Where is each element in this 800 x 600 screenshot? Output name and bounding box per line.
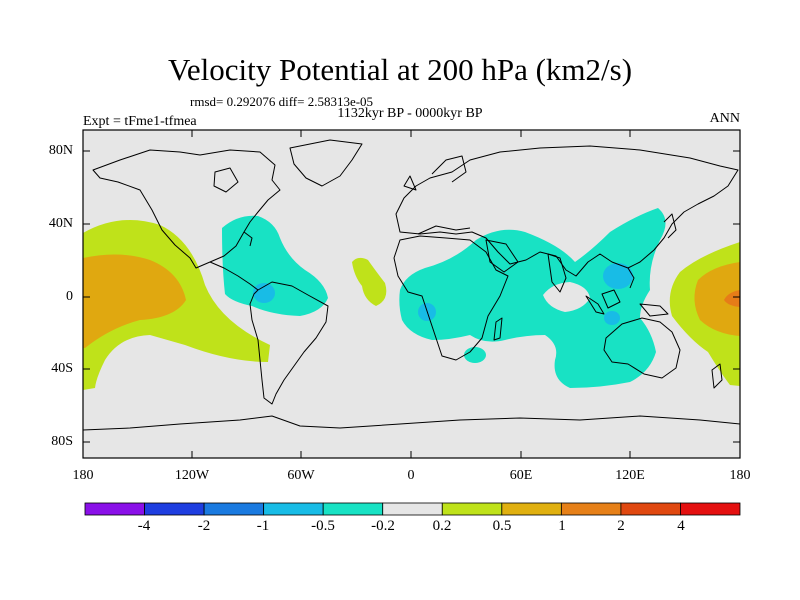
africa-coast — [393, 235, 509, 361]
colorbar-label: 1 — [558, 518, 566, 534]
florida — [243, 231, 253, 247]
mediterranean — [417, 225, 471, 235]
colorbar-label: -0.5 — [311, 518, 335, 534]
season-label: ANN — [709, 111, 740, 126]
coastlines — [83, 139, 740, 431]
indonesia-negative-core — [604, 311, 620, 325]
maritime-continent-negative-core — [603, 263, 633, 289]
colorbar-swatch — [501, 502, 562, 516]
rmsd-diff-stats: rmsd= 0.292076 diff= 2.58313e-05 — [190, 94, 374, 109]
britain — [403, 175, 417, 191]
colorbar-label: -4 — [137, 518, 151, 534]
south-africa-negative-blob — [464, 347, 486, 363]
colorbar-swatch — [382, 502, 443, 516]
colorbar-swatch — [620, 502, 681, 516]
colorbar-label: -2 — [197, 518, 211, 534]
central-america — [209, 261, 259, 291]
australia-coast — [603, 317, 681, 379]
colorbar-swatch — [203, 502, 265, 516]
lon-label-60w: 60W — [287, 468, 315, 483]
contour-fields — [83, 139, 740, 431]
scandinavia — [431, 155, 467, 183]
lat-label-80s: 80S — [51, 434, 73, 449]
philippines — [627, 267, 635, 289]
new-guinea — [639, 303, 669, 317]
indian-ocean-gap — [543, 282, 590, 312]
colorbar-label: -1 — [256, 518, 270, 534]
borneo — [601, 289, 621, 309]
colorbar-swatch — [680, 502, 741, 516]
antarctica-coast — [83, 415, 740, 431]
hudson-bay — [213, 167, 239, 193]
south-america-coast — [249, 281, 329, 405]
pacific-west-max-region — [724, 290, 740, 307]
lon-label-60e: 60E — [509, 468, 533, 483]
colorbar-swatch — [560, 502, 622, 516]
pacific-west-strong-region — [694, 262, 740, 336]
colorbar-swatch — [263, 502, 324, 516]
axis-ticks — [83, 130, 740, 458]
colorbar-label: 0.5 — [492, 518, 512, 534]
colorbar-swatch — [322, 502, 384, 516]
lat-label-80n: 80N — [48, 143, 73, 158]
lat-label-40s: 40S — [51, 361, 73, 376]
madagascar — [493, 317, 503, 341]
lon-label-180e: 180 — [729, 468, 751, 483]
experiment-label: Expt = tFme1-tfmea — [83, 114, 197, 129]
lat-label-0: 0 — [66, 289, 73, 304]
india — [547, 253, 567, 293]
atlantic-positive-region — [352, 257, 387, 306]
lon-label-120e: 120E — [615, 468, 645, 483]
time-period-subtitle: 1132kyr BP - 0000kyr BP — [337, 106, 483, 121]
plot-title: Velocity Potential at 200 hPa (km2/s) — [167, 52, 633, 87]
eurasia-coast — [395, 145, 739, 277]
americas-negative-core — [253, 283, 275, 303]
lat-label-40n: 40N — [48, 216, 73, 231]
colorbar-label: 4 — [677, 518, 685, 534]
colorbar-swatch — [441, 502, 503, 516]
colorbar-label: 0.2 — [432, 518, 452, 534]
africa-asia-negative-region — [399, 208, 666, 388]
colorbar — [84, 502, 741, 516]
colorbar-label: -0.2 — [371, 518, 395, 534]
japan — [663, 213, 677, 239]
lon-label-0: 0 — [407, 468, 415, 483]
new-zealand — [711, 363, 723, 389]
colorbar-swatch — [144, 502, 205, 516]
lon-label-120w: 120W — [174, 468, 210, 483]
pacific-east-strong-region — [83, 254, 186, 348]
north-america-coast — [92, 149, 281, 269]
sumatra — [585, 295, 605, 315]
colorbar-label: 2 — [617, 518, 625, 534]
lon-label-180w: 180 — [72, 468, 94, 483]
greenland — [289, 139, 363, 187]
colorbar-swatch — [84, 502, 145, 516]
